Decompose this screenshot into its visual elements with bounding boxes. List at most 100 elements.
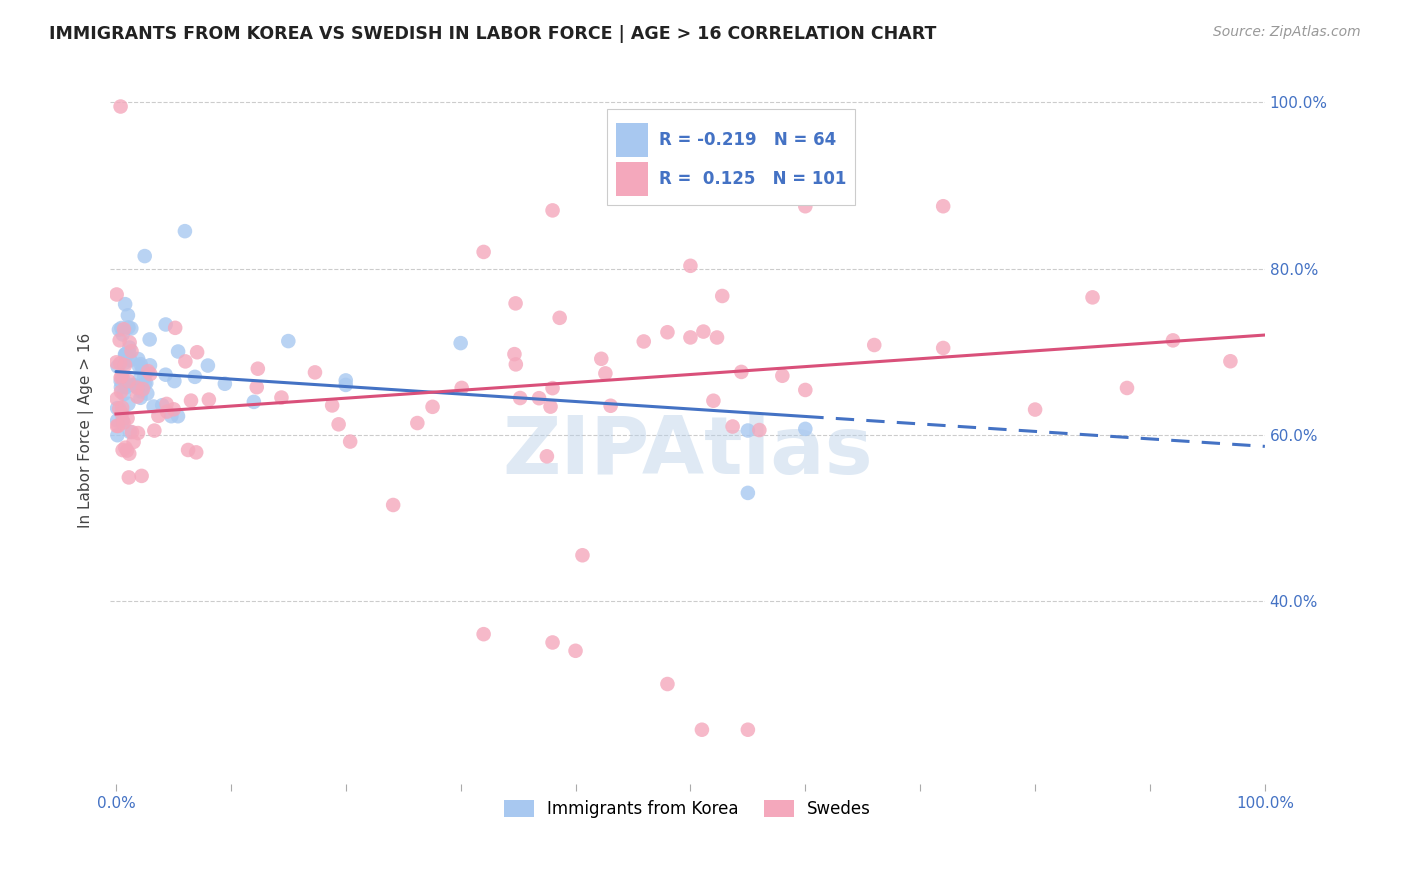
- Point: [184, 369, 207, 384]
- Point: [863, 338, 886, 352]
- Point: [110, 374, 132, 388]
- Point: [932, 341, 955, 355]
- Point: [197, 359, 219, 373]
- Point: [112, 416, 135, 430]
- Point: [142, 400, 165, 414]
- Point: [406, 416, 429, 430]
- Point: [339, 434, 361, 449]
- FancyBboxPatch shape: [616, 122, 648, 156]
- Point: [105, 413, 128, 427]
- Point: [108, 323, 131, 337]
- Point: [132, 382, 155, 396]
- Point: [114, 348, 136, 362]
- Point: [541, 381, 564, 395]
- Point: [111, 414, 134, 428]
- Point: [657, 677, 679, 691]
- Point: [105, 392, 128, 406]
- Point: [679, 330, 702, 344]
- Point: [111, 401, 134, 415]
- Point: [105, 287, 128, 301]
- Point: [107, 359, 129, 374]
- Point: [155, 368, 177, 382]
- Point: [110, 380, 132, 394]
- Point: [107, 418, 129, 433]
- Point: [174, 354, 197, 368]
- Point: [118, 470, 141, 484]
- Point: [748, 423, 770, 437]
- Point: [110, 99, 132, 113]
- Point: [335, 373, 357, 387]
- Point: [148, 409, 170, 423]
- Point: [1024, 402, 1046, 417]
- Point: [150, 398, 173, 412]
- Point: [163, 402, 186, 417]
- Point: [657, 325, 679, 339]
- Point: [138, 333, 160, 347]
- Point: [124, 378, 146, 392]
- Point: [243, 395, 266, 409]
- Point: [711, 289, 734, 303]
- Point: [702, 393, 724, 408]
- Point: [122, 378, 145, 392]
- Point: [509, 391, 531, 405]
- Point: [121, 344, 143, 359]
- Point: [737, 723, 759, 737]
- Point: [118, 341, 141, 355]
- Point: [121, 378, 143, 392]
- Point: [127, 381, 149, 395]
- Point: [108, 401, 131, 416]
- Point: [111, 369, 134, 384]
- Point: [591, 351, 613, 366]
- Point: [155, 318, 177, 332]
- Point: [122, 434, 145, 449]
- Point: [114, 347, 136, 361]
- Point: [321, 399, 343, 413]
- Point: [246, 361, 269, 376]
- Point: [115, 443, 138, 458]
- Point: [114, 358, 136, 372]
- Text: R =  0.125   N = 101: R = 0.125 N = 101: [658, 170, 846, 188]
- Point: [117, 374, 139, 388]
- Point: [180, 393, 202, 408]
- Point: [115, 380, 138, 394]
- Point: [105, 428, 128, 442]
- Point: [721, 419, 744, 434]
- Point: [165, 321, 187, 335]
- Text: R = -0.219   N = 64: R = -0.219 N = 64: [658, 130, 837, 149]
- Point: [450, 381, 472, 395]
- Point: [505, 358, 527, 372]
- Point: [794, 383, 817, 397]
- Point: [186, 445, 208, 459]
- Point: [156, 404, 179, 418]
- Point: [794, 199, 817, 213]
- Text: Source: ZipAtlas.com: Source: ZipAtlas.com: [1213, 25, 1361, 39]
- Point: [155, 397, 177, 411]
- Point: [503, 347, 526, 361]
- Point: [112, 322, 135, 336]
- Point: [135, 376, 157, 390]
- Point: [139, 367, 162, 381]
- Point: [505, 296, 527, 310]
- Point: [633, 334, 655, 349]
- Point: [108, 356, 131, 370]
- Point: [214, 376, 236, 391]
- Point: [548, 310, 571, 325]
- Point: [134, 249, 156, 263]
- Point: [564, 644, 586, 658]
- Point: [932, 199, 955, 213]
- Point: [277, 334, 299, 348]
- Point: [571, 548, 593, 562]
- Point: [117, 411, 139, 425]
- Point: [1116, 381, 1139, 395]
- Point: [105, 418, 128, 433]
- Point: [120, 353, 142, 368]
- Point: [114, 297, 136, 311]
- Point: [118, 335, 141, 350]
- Point: [114, 441, 136, 455]
- Point: [143, 424, 166, 438]
- FancyBboxPatch shape: [616, 162, 648, 196]
- Point: [472, 627, 495, 641]
- Legend: Immigrants from Korea, Swedes: Immigrants from Korea, Swedes: [498, 793, 877, 825]
- Point: [163, 374, 186, 388]
- Point: [1081, 290, 1104, 304]
